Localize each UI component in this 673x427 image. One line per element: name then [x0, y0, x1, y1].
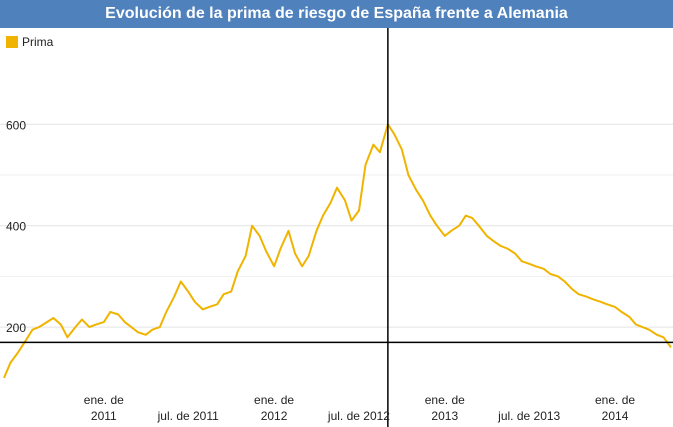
series-line-prima — [3, 123, 672, 379]
y-tick-label-400: 400 — [6, 220, 26, 234]
y-tick-label-600: 600 — [6, 118, 26, 132]
x-tick-label-2011-01-01: 2011 — [91, 409, 117, 423]
x-tick-label-2012-01-01-line1: ene. de — [254, 393, 294, 407]
legend-swatch-prima — [6, 36, 18, 48]
x-tick-label-2011-01-01-line1: ene. de — [84, 393, 124, 407]
y-tick-label-200: 200 — [6, 321, 26, 335]
legend-label-prima: Prima — [22, 35, 54, 49]
x-tick-label-2013-01-01: 2013 — [431, 409, 458, 423]
chart-title: Evolución de la prima de riesgo de Españ… — [0, 0, 673, 28]
x-tick-label-2011-07-01: jul. de 2011 — [157, 409, 219, 423]
x-tick-label-2012-01-01: 2012 — [261, 409, 288, 423]
x-tick-label-2014-01-01-line1: ene. de — [595, 393, 635, 407]
x-tick-label-2014-01-01: 2014 — [602, 409, 629, 423]
x-tick-label-2013-07-01: jul. de 2013 — [497, 409, 560, 423]
x-tick-label-2012-07-01: jul. de 2012 — [327, 409, 390, 423]
x-tick-label-2013-01-01-line1: ene. de — [425, 393, 465, 407]
